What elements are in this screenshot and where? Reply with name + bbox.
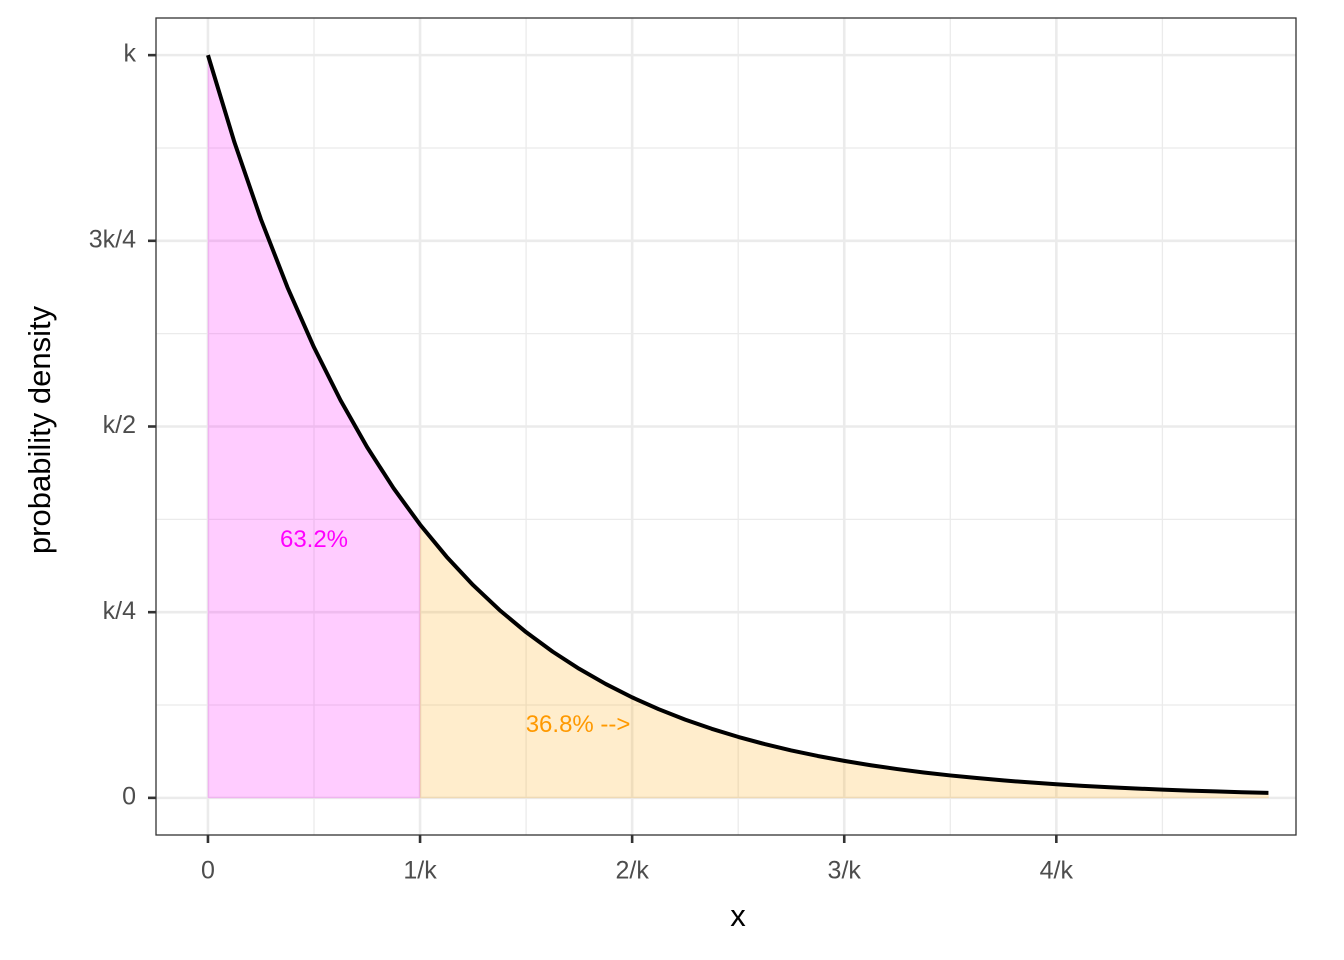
density-line bbox=[206, 54, 1269, 795]
y-tick-label: 3k/4 bbox=[89, 225, 136, 253]
x-tick-label: 4/k bbox=[1040, 857, 1074, 885]
y-tick-label: k bbox=[124, 40, 137, 68]
y-tick-label: k/2 bbox=[103, 411, 136, 439]
x-axis-title: x bbox=[730, 898, 746, 933]
y-axis-title: probability density bbox=[22, 305, 57, 554]
y-tick-label: 0 bbox=[122, 782, 136, 810]
annotation: 36.8% --> bbox=[526, 711, 631, 738]
x-tick-label: 1/k bbox=[403, 857, 437, 885]
x-tick-label: 3/k bbox=[828, 857, 862, 885]
y-tick-label: k/4 bbox=[103, 597, 136, 625]
annotation: 63.2% bbox=[280, 526, 348, 553]
x-tick-label: 2/k bbox=[615, 857, 649, 885]
x-tick-label: 0 bbox=[201, 857, 215, 885]
